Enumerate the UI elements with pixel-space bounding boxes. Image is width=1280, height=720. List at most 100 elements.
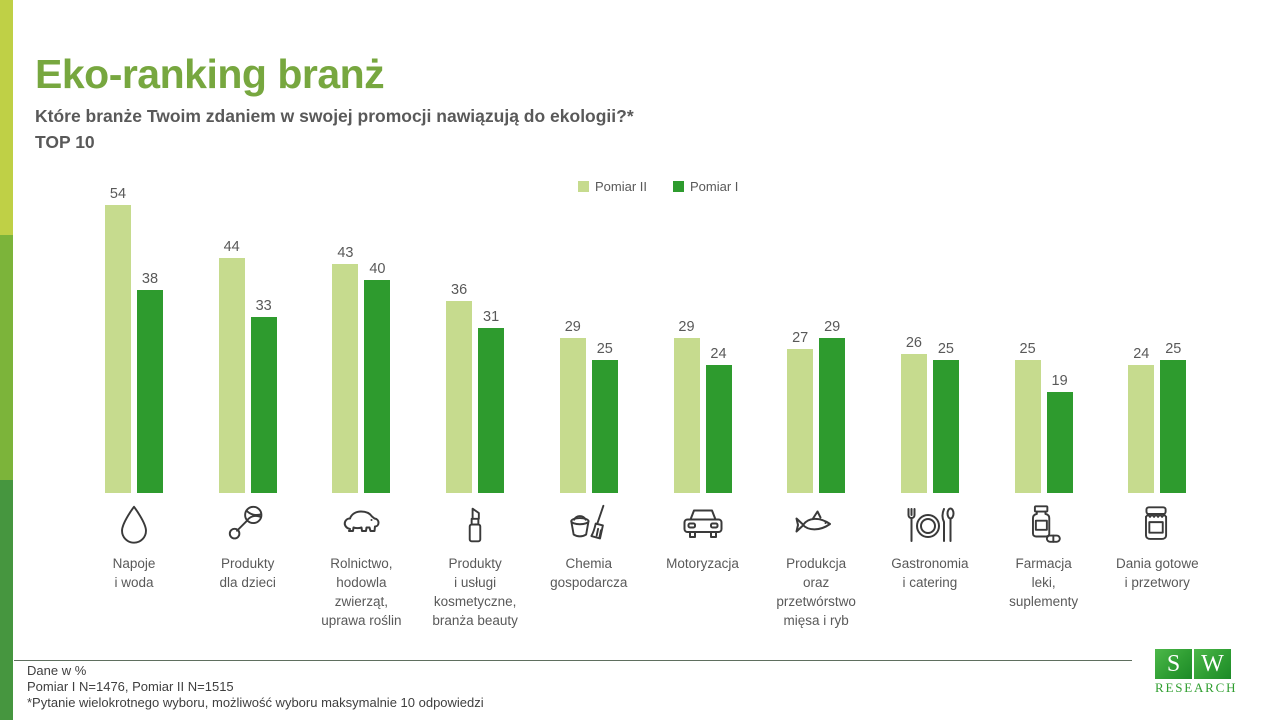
logo-caption: RESEARCH <box>1155 680 1238 695</box>
value-label: 25 <box>937 340 954 357</box>
baby-rattle-icon <box>191 500 305 550</box>
value-label: 24 <box>1133 346 1150 362</box>
value-label: 24 <box>710 346 727 362</box>
category-label: Farmacja leki, suplementy <box>1009 556 1079 609</box>
bar-pomiar-i <box>1046 391 1073 493</box>
bar-pomiar-i <box>364 279 391 493</box>
bar-column: 25 <box>591 341 618 493</box>
bar-column: 36 <box>446 282 473 493</box>
bar-pomiar-i <box>250 317 277 493</box>
left-accent-stripe <box>0 0 13 720</box>
value-label: 40 <box>369 260 386 277</box>
logo-letter-w: W <box>1194 649 1231 679</box>
value-label: 38 <box>141 271 159 288</box>
footer-question-note: *Pytanie wielokrotnego wyboru, możliwość… <box>27 695 484 710</box>
bar-pair: 36 31 <box>418 170 532 493</box>
footer-data-unit: Dane w % <box>27 663 87 678</box>
legend-item-pomiar-i: Pomiar I <box>673 179 738 194</box>
bar-pomiar-i <box>932 359 959 493</box>
bar-pair: 25 19 <box>987 170 1101 493</box>
bar-pomiar-ii <box>332 263 359 493</box>
bar-column: 19 <box>1046 373 1073 493</box>
category-group-10: 24 25 Dania gotowe i przetwory <box>1100 170 1214 592</box>
bar-pomiar-ii <box>900 354 927 493</box>
bar-column: 38 <box>137 271 163 493</box>
bar-column: 43 <box>332 245 359 493</box>
bar-pomiar-ii <box>787 349 814 493</box>
category-label: Produkcja oraz przetwórstwo mięsa i ryb <box>776 556 856 628</box>
value-label: 54 <box>109 186 127 202</box>
water-drop-icon <box>77 500 191 550</box>
value-label: 36 <box>451 282 468 298</box>
bar-column: 29 <box>673 319 700 493</box>
bar-pomiar-ii <box>105 205 131 493</box>
bar-pomiar-ii <box>1014 359 1041 493</box>
value-label: 27 <box>792 330 809 346</box>
lipstick-icon <box>418 500 532 550</box>
value-label: 26 <box>905 335 922 352</box>
sw-research-logo: S W RESEARCH <box>1155 649 1239 696</box>
accent-stripe-segment-middle <box>0 235 13 480</box>
pill-bottle-icon <box>987 500 1101 550</box>
category-label: Napoje i woda <box>112 556 156 590</box>
category-group-7: 27 29 Produkcja oraz przetwórstwo mięsa i ryb <box>759 170 873 630</box>
preserve-jar-icon <box>1100 500 1214 550</box>
category-label: Produkty i usługi kosmetyczne, branża beaut… <box>432 556 518 628</box>
bar-pomiar-i <box>705 365 732 493</box>
bar-column: 54 <box>105 186 131 493</box>
bar-column: 27 <box>787 330 814 493</box>
value-label: 29 <box>564 319 581 336</box>
car-icon <box>646 500 760 550</box>
value-label: 44 <box>223 239 240 256</box>
accent-stripe-segment-top <box>0 0 13 235</box>
bar-pair: 24 25 <box>1100 170 1214 493</box>
bar-column: 44 <box>218 239 245 493</box>
value-label: 29 <box>824 319 841 336</box>
value-label: 19 <box>1051 372 1068 389</box>
bar-pair: 44 33 <box>191 170 305 493</box>
bar-column: 24 <box>705 346 732 493</box>
logo-letter-s: S <box>1155 649 1192 679</box>
bar-column: 29 <box>819 319 846 493</box>
plate-with-cutlery-icon <box>873 500 987 550</box>
value-label: 33 <box>255 298 272 314</box>
category-label: Motoryzacja <box>666 556 739 571</box>
top10-label: TOP 10 <box>35 132 95 152</box>
bar-pomiar-ii <box>1128 365 1155 493</box>
category-group-1: 54 38 Napoje i woda <box>77 170 191 592</box>
value-label: 25 <box>1019 340 1036 357</box>
bucket-and-broom-icon <box>532 500 646 550</box>
bar-pomiar-i <box>591 359 618 493</box>
legend-swatch-pomiar-ii <box>578 181 589 192</box>
category-label: Gastronomia i catering <box>891 556 969 590</box>
bar-column: 26 <box>900 335 927 493</box>
bar-column: 24 <box>1128 346 1155 493</box>
category-label: Chemia gospodarcza <box>550 556 628 590</box>
category-group-9: 25 19 Farmacja leki, suplementy <box>987 170 1101 611</box>
bar-pomiar-i <box>1160 359 1187 493</box>
footer-sample-sizes: Pomiar I N=1476, Pomiar II N=1515 <box>27 679 234 694</box>
category-label: Rolnictwo, hodowla zwierząt, uprawa roślin <box>321 556 402 628</box>
value-label: 43 <box>337 244 354 261</box>
category-group-5: 29 25 Chemia gospodarcza <box>532 170 646 592</box>
value-label: 25 <box>596 340 613 357</box>
category-group-4: 36 31 Produkty i usługi kosmetyczne, branża b… <box>418 170 532 630</box>
chart-question: Które branże Twoim zdaniem w swojej prom… <box>35 103 634 155</box>
question-text: Które branże Twoim zdaniem w swojej prom… <box>35 106 634 126</box>
bar-pomiar-ii <box>673 338 700 493</box>
bar-pomiar-i <box>478 327 505 493</box>
bar-column: 40 <box>364 261 391 493</box>
bar-pair: 29 25 <box>532 170 646 493</box>
value-label: 25 <box>1165 340 1182 357</box>
bar-column: 25 <box>1160 341 1187 493</box>
pig-icon <box>304 500 418 550</box>
bar-column: 33 <box>250 298 277 493</box>
page-title: Eko-ranking branż <box>35 51 385 98</box>
legend-item-pomiar-ii: Pomiar II <box>578 179 647 194</box>
bar-pomiar-i <box>819 338 846 493</box>
category-group-2: 44 33 Produkty dla dzieci <box>191 170 305 592</box>
logo-squares: S W <box>1155 649 1239 679</box>
bar-pair: 29 24 <box>646 170 760 493</box>
